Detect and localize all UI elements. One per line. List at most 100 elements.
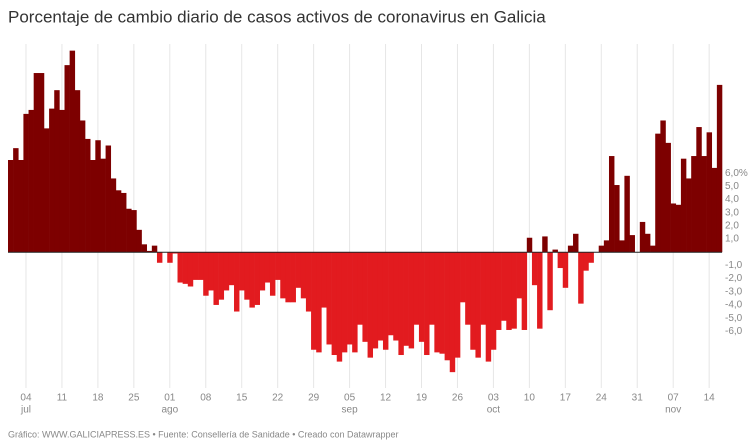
y-tick-label: 3,0 [725,207,739,218]
bar [711,167,718,253]
bar [557,252,564,269]
footer: Gráfico: WWW.GALICIAPRESS.ES • Fuente: C… [8,429,398,439]
bar [239,252,245,291]
bar [393,252,399,341]
bar [43,128,50,253]
bar [198,252,204,280]
bar [254,252,260,305]
y-tick-label: -5,0 [725,313,743,324]
bar [701,156,707,253]
month-label: oct [487,405,501,416]
bar [516,252,522,299]
bar [614,185,620,253]
bar [521,252,528,330]
y-tick-label: -4,0 [725,300,743,311]
bar [588,252,594,263]
bar [33,73,40,253]
y-tick-label: 6,0% [725,168,748,179]
bar [100,158,106,253]
x-tick-label: 25 [128,393,140,404]
bar [136,229,142,253]
bar [172,252,178,254]
x-tick-label: 19 [416,393,428,404]
y-tick-label: -6,0 [725,326,743,337]
bar [506,252,512,330]
bar [244,252,250,300]
bar [439,252,445,354]
x-tick-label: 01 [164,393,176,404]
bar [542,236,548,253]
bar [490,252,497,350]
bar [249,252,255,308]
bar [526,237,533,253]
bar [305,252,312,312]
bar [347,252,353,345]
bar [115,190,122,253]
x-tick-label: 04 [20,393,32,404]
bar [64,65,70,253]
bar [331,252,338,356]
bar [126,208,132,253]
bar [382,252,389,350]
x-tick-label: 10 [524,393,536,404]
bar [501,252,507,321]
bar [151,245,158,253]
bar [629,235,635,253]
bar [686,178,692,253]
bar [670,203,677,253]
bar [691,156,697,253]
bar [54,90,60,253]
bar [192,252,199,280]
bar [537,252,543,329]
bar [49,108,55,253]
y-tick-label: 4,0 [725,194,739,205]
bar [408,252,415,349]
bar [485,252,492,362]
bar [264,252,271,283]
bar [280,252,286,299]
bar [567,245,574,253]
bar [311,252,317,350]
bar [449,252,456,373]
y-tick-label: 5,0 [725,181,739,192]
x-tick-label: 12 [380,393,392,404]
bar [156,252,163,263]
bar [90,160,96,253]
x-tick-label: 14 [704,393,716,404]
bar [388,252,394,336]
bar [403,252,409,346]
bar [74,90,81,253]
bar [208,252,214,291]
x-tick-label: 15 [236,393,248,404]
x-tick-label: 07 [668,393,680,404]
bar [372,252,379,349]
bar [275,252,281,280]
bar [290,252,296,303]
month-label: jul [20,405,31,416]
bar [552,249,558,253]
bar [424,252,430,356]
bar [38,73,45,253]
bar [85,138,91,253]
bar [187,252,194,287]
x-tick-label: 17 [560,393,572,404]
bar [680,158,687,253]
bar [182,252,189,284]
y-tick-label: -1,0 [725,260,743,271]
bar [213,252,219,305]
bar [377,252,384,341]
x-tick-label: 29 [308,393,320,404]
bar [13,148,19,253]
bar [531,252,538,286]
bar [341,252,348,353]
bar [146,250,153,253]
bar [177,252,183,283]
bar [465,252,471,325]
x-tick-label: 03 [488,393,500,404]
bar [429,252,435,325]
bar [608,156,615,253]
bar [454,252,461,358]
bar [470,252,476,350]
bar [79,120,86,253]
